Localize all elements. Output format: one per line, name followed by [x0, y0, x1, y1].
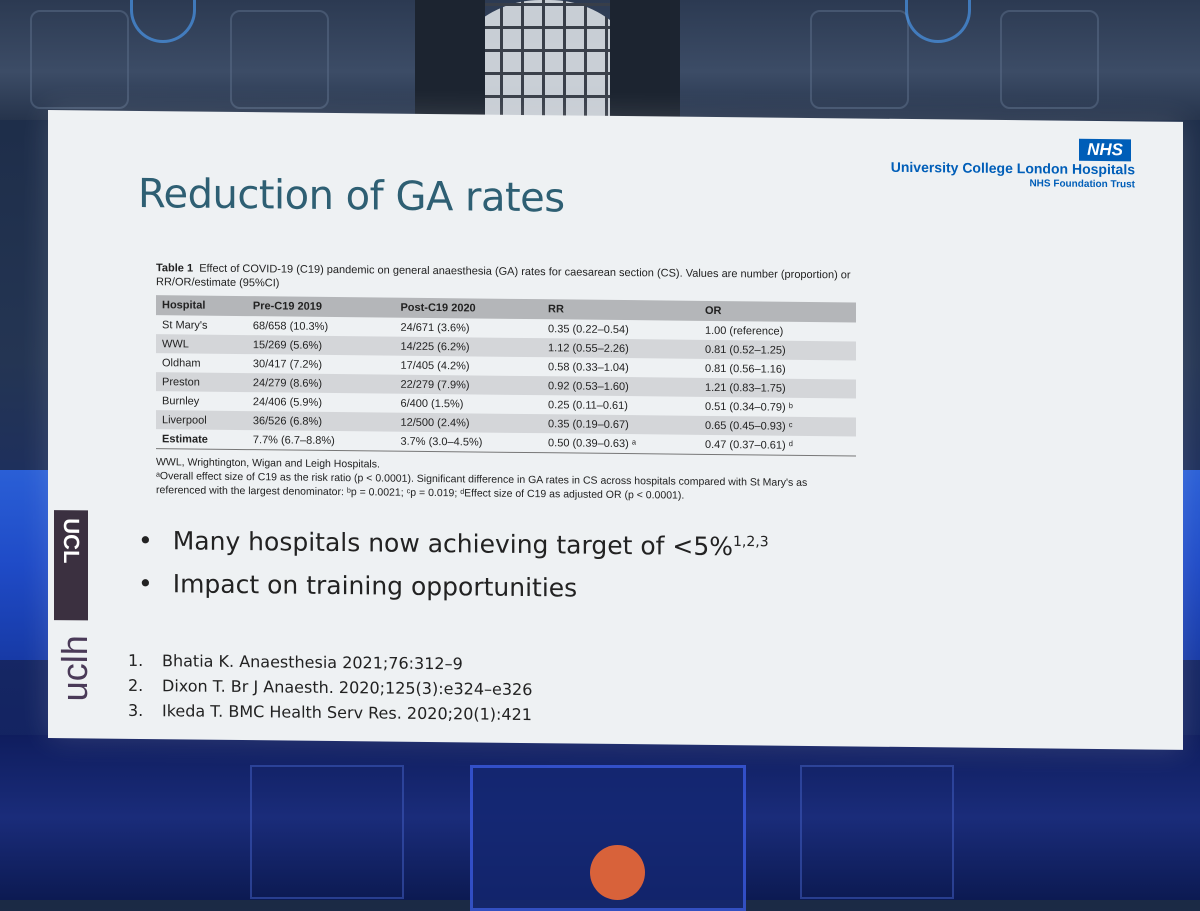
- cell: 14/225 (6.2%): [394, 336, 543, 358]
- table-caption-label: Table 1: [156, 262, 194, 275]
- curtain: [415, 0, 485, 118]
- reference-item: 1. Bhatia K. Anaesthesia 2021;76:312–9: [128, 651, 532, 674]
- cell: 22/279 (7.9%): [394, 374, 543, 396]
- cell: 12/500 (2.4%): [394, 412, 543, 434]
- header-or: OR: [698, 300, 856, 323]
- bullet-list: Many hospitals now achieving target of <…: [138, 526, 769, 619]
- slide-title: Reduction of GA rates: [138, 170, 565, 222]
- cell: 0.50 (0.39–0.63) ᵃ: [542, 433, 699, 455]
- orange-lamp: [590, 845, 645, 900]
- cell: 0.35 (0.19–0.67): [542, 414, 699, 435]
- cell: 24/406 (5.9%): [252, 395, 322, 409]
- cell: St Mary's: [162, 318, 208, 332]
- bullet-text: Impact on training opportunities: [172, 569, 578, 603]
- bullet-citation: 1,2,3: [732, 533, 769, 551]
- cell: 1.12 (0.55–2.26): [542, 338, 699, 359]
- stone-plaque: [250, 765, 404, 899]
- cell: Estimate: [156, 429, 247, 450]
- cell: 17/405 (4.2%): [400, 359, 470, 372]
- cell: 68/658 (10.3%): [252, 319, 329, 333]
- nhs-logo: NHS: [1079, 138, 1131, 162]
- wall-panel: [30, 10, 129, 109]
- bullet-item: Many hospitals now achieving target of <…: [138, 526, 769, 562]
- reference-item: 3. Ikeda T. BMC Health Serv Res. 2020;20(…: [128, 701, 532, 724]
- cell: 30/417 (7.2%): [252, 357, 322, 371]
- bullet-item: Impact on training opportunities: [138, 569, 769, 605]
- wall-panel: [1000, 10, 1099, 109]
- reference-list: 1. Bhatia K. Anaesthesia 2021;76:312–9 2.…: [128, 651, 532, 730]
- cell: 0.92 (0.53–1.60): [542, 376, 699, 397]
- results-table: Hospital Pre-C19 2019 Post-C19 2020 RR O…: [156, 295, 856, 456]
- header-pre: Pre-C19 2019: [246, 296, 395, 318]
- reference-text: Bhatia K. Anaesthesia 2021;76:312–9: [162, 651, 463, 674]
- stone-plaque: [800, 765, 954, 899]
- table-caption-text: Effect of COVID-19 (C19) pandemic on gen…: [156, 262, 851, 290]
- cell: 15/269 (5.6%): [246, 335, 395, 356]
- reference-number: 2.: [128, 675, 144, 695]
- org-trust: NHS Foundation Trust: [1029, 178, 1135, 191]
- cell: 0.51 (0.34–0.79) ᵇ: [704, 400, 793, 414]
- cell: Oldham: [162, 356, 201, 370]
- cell: 1.21 (0.83–1.75): [698, 377, 856, 399]
- reference-number: 1.: [128, 650, 144, 670]
- curtain: [610, 0, 680, 118]
- cell: Preston: [156, 372, 247, 393]
- reference-item: 2. Dixon T. Br J Anaesth. 2020;125(3):e32…: [128, 676, 532, 699]
- cell: 6/400 (1.5%): [400, 397, 464, 410]
- cell: 24/671 (3.6%): [400, 321, 470, 334]
- presentation-slide: NHS University College London Hospitals …: [48, 110, 1183, 750]
- cell: 0.81 (0.52–1.25): [698, 339, 856, 361]
- reference-text: Ikeda T. BMC Health Serv Res. 2020;20(1)…: [162, 701, 532, 725]
- ucl-logo: UCL: [48, 510, 88, 640]
- header-hospital: Hospital: [156, 295, 247, 317]
- org-name: University College London Hospitals: [890, 158, 1135, 178]
- cell: 7.7% (6.7–8.8%): [246, 430, 395, 452]
- cell: Burnley: [162, 394, 200, 408]
- ucl-logo-text: UCL: [59, 518, 84, 564]
- cell: 0.81 (0.56–1.16): [704, 362, 786, 376]
- table-section: Table 1 Effect of COVID-19 (C19) pandemi…: [156, 261, 856, 504]
- wall-panel: [810, 10, 909, 109]
- cell: 0.65 (0.45–0.93) ᶜ: [698, 415, 856, 437]
- reference-number: 3.: [128, 700, 144, 720]
- cell: 1.00 (reference): [704, 324, 784, 338]
- header-post: Post-C19 2020: [394, 297, 543, 320]
- cell: 36/526 (6.8%): [246, 411, 395, 432]
- reference-text: Dixon T. Br J Anaesth. 2020;125(3):e324–…: [162, 676, 533, 700]
- cell: 3.7% (3.0–4.5%): [394, 431, 543, 453]
- cell: Liverpool: [156, 410, 247, 431]
- cell: 0.35 (0.22–0.54): [548, 322, 629, 336]
- cell: 24/279 (8.6%): [246, 373, 395, 394]
- header-rr: RR: [542, 299, 699, 321]
- footnote: ᵃOverall effect size of C19 as the risk …: [156, 470, 808, 502]
- bullet-text: Many hospitals now achieving target of <…: [172, 526, 733, 562]
- cell: WWL: [156, 334, 247, 355]
- cell: 0.47 (0.37–0.61) ᵈ: [698, 434, 856, 456]
- wall-panel: [230, 10, 329, 109]
- uclh-logo: uclh: [54, 635, 95, 702]
- table-footnotes: WWL, Wrightington, Wigan and Leigh Hospi…: [156, 455, 856, 504]
- cell: 0.58 (0.33–1.04): [548, 360, 629, 374]
- cell: 0.25 (0.11–0.61): [548, 398, 628, 412]
- table-caption: Table 1 Effect of COVID-19 (C19) pandemi…: [156, 261, 856, 296]
